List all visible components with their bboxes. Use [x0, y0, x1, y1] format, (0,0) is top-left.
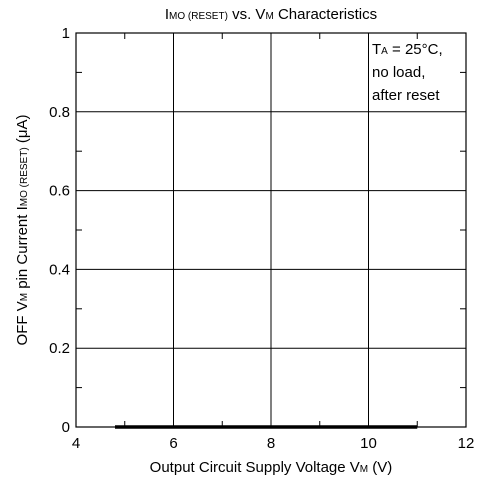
y-tick-label: 0.4 [49, 261, 70, 278]
y-tick-label: 0.8 [49, 104, 70, 121]
subscript: M [265, 11, 273, 22]
text-part: no load, [372, 64, 425, 81]
subscript: A [381, 46, 388, 57]
text-part: (μA) [14, 115, 31, 148]
x-tick-label: 10 [360, 435, 377, 452]
x-axis-label: Output Circuit Supply Voltage VM (V) [150, 459, 393, 476]
x-tick-label: 6 [169, 435, 177, 452]
x-tick-label: 12 [458, 435, 475, 452]
text-part: I [165, 6, 169, 23]
text-part: vs. V [228, 6, 266, 23]
x-tick-label: 8 [267, 435, 275, 452]
x-tick-label: 4 [72, 435, 80, 452]
text-part: OFF V [14, 301, 31, 345]
annotation: after reset [372, 87, 440, 104]
y-tick-label: 0.2 [49, 340, 70, 357]
subscript: M [360, 464, 368, 475]
text-part: = 25°C, [388, 41, 443, 58]
annotation: no load, [372, 64, 425, 81]
y-tick-label: 1 [62, 25, 70, 42]
y-tick-label: 0 [62, 419, 70, 436]
subscript: MO (RESET) [19, 147, 30, 206]
text-part: after reset [372, 87, 440, 104]
y-axis-label: OFF VM pin Current IMO (RESET) (μA) [14, 115, 31, 346]
text-part: pin Current I [14, 206, 31, 293]
text-part: (V) [368, 459, 392, 476]
chart-title: IMO (RESET) vs. VM Characteristics [165, 6, 377, 23]
annotation: TA = 25°C, [372, 41, 443, 58]
text-part: T [372, 41, 381, 58]
subscript: M [19, 293, 30, 301]
text-part: Output Circuit Supply Voltage V [150, 459, 360, 476]
text-part: Characteristics [274, 6, 377, 23]
y-tick-label: 0.6 [49, 183, 70, 200]
subscript: MO (RESET) [169, 11, 228, 22]
